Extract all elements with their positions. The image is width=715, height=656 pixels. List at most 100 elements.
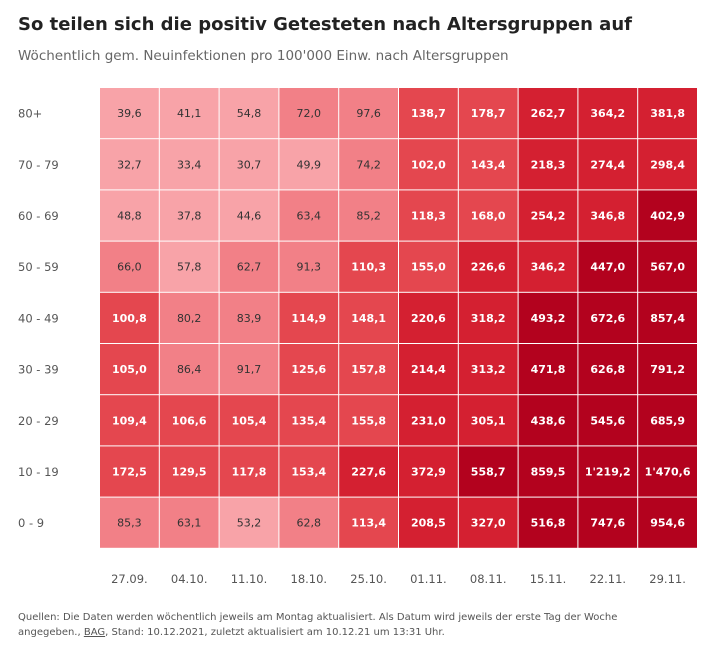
cell-value-label: 685,9 xyxy=(650,414,685,427)
heatmap-cell xyxy=(638,139,697,190)
heatmap-cell xyxy=(638,497,697,548)
cell-value-label: 91,7 xyxy=(237,363,262,376)
heatmap-cell xyxy=(100,88,159,139)
cell-value-label: 105,4 xyxy=(232,414,267,427)
heatmap-cell xyxy=(100,190,159,241)
cell-value-label: 545,6 xyxy=(590,414,625,427)
heatmap-cell xyxy=(518,446,578,497)
cell-value-label: 172,5 xyxy=(112,466,147,479)
heatmap-cell xyxy=(100,344,159,395)
cell-value-label: 62,7 xyxy=(237,261,262,274)
heatmap-cell xyxy=(399,241,458,292)
cell-value-label: 626,8 xyxy=(590,363,625,376)
cell-value-label: 227,6 xyxy=(351,466,386,479)
cell-value-label: 110,3 xyxy=(351,261,386,274)
cell-value-label: 138,7 xyxy=(411,107,446,120)
cell-value-label: 168,0 xyxy=(471,210,506,223)
heatmap-cell xyxy=(518,88,578,139)
heatmap-cell xyxy=(578,241,638,292)
heatmap-cell xyxy=(638,395,697,446)
cell-value-label: 85,2 xyxy=(356,210,381,223)
cell-value-label: 48,8 xyxy=(117,210,142,223)
cell-value-label: 117,8 xyxy=(232,466,267,479)
heatmap-cell xyxy=(399,497,458,548)
cell-value-label: 471,8 xyxy=(531,363,566,376)
footer-line-2-prefix: angegeben., xyxy=(18,627,84,638)
heatmap-cell xyxy=(638,88,697,139)
heatmap-chart: 80+ 70 - 79 60 - 69 50 - 59 40 - 49 30 - 39 20… xyxy=(18,88,697,586)
cell-value-label: 143,4 xyxy=(471,158,506,171)
heatmap-cell xyxy=(100,241,159,292)
cell-value-label: 364,2 xyxy=(590,107,625,120)
cell-value-label: 83,9 xyxy=(237,312,262,325)
cell-value-label: 791,2 xyxy=(650,363,685,376)
heatmap-cell xyxy=(458,497,518,548)
heatmap-cell xyxy=(458,241,518,292)
heatmap-cell xyxy=(279,344,339,395)
cell-value-label: 346,2 xyxy=(531,261,566,274)
heatmap-cell xyxy=(339,395,398,446)
cell-value-label: 155,8 xyxy=(351,414,386,427)
heatmap-cell xyxy=(578,497,638,548)
heatmap-cell xyxy=(100,395,159,446)
cell-value-label: 30,7 xyxy=(237,158,262,171)
row-label-70-79: 70 - 79 xyxy=(18,158,59,172)
heatmap-cell xyxy=(638,344,697,395)
cell-value-label: 178,7 xyxy=(471,107,506,120)
heatmap-cell xyxy=(219,190,279,241)
row-label-60-69: 60 - 69 xyxy=(18,209,59,223)
column-label-11-10: 11.10. xyxy=(231,572,268,586)
heatmap-cell xyxy=(159,88,219,139)
heatmap-cell xyxy=(279,292,339,343)
heatmap-cell xyxy=(159,292,219,343)
cell-value-label: 372,9 xyxy=(411,466,446,479)
source-link[interactable]: BAG xyxy=(83,627,106,638)
heatmap-cell xyxy=(518,497,578,548)
cell-value-label: 80,2 xyxy=(177,312,202,325)
cell-value-label: 305,1 xyxy=(471,414,506,427)
cell-value-label: 318,2 xyxy=(471,312,506,325)
heatmap-cell xyxy=(399,190,458,241)
column-label-18-10: 18.10. xyxy=(291,572,328,586)
heatmap-cell xyxy=(100,292,159,343)
cell-value-label: 32,7 xyxy=(117,158,142,171)
cell-value-label: 262,7 xyxy=(531,107,566,120)
cell-value-label: 39,6 xyxy=(117,107,142,120)
heatmap-cell xyxy=(399,88,458,139)
heatmap-cell xyxy=(279,139,339,190)
heatmap-cell xyxy=(399,139,458,190)
heatmap-cell xyxy=(219,139,279,190)
cell-value-label: 231,0 xyxy=(411,414,446,427)
cell-value-label: 129,5 xyxy=(172,466,207,479)
cell-value-label: 298,4 xyxy=(650,158,685,171)
heatmap-cell xyxy=(518,139,578,190)
heatmap-cell xyxy=(578,446,638,497)
cell-value-label: 346,8 xyxy=(590,210,625,223)
heatmap-cell xyxy=(578,395,638,446)
row-label-40-49: 40 - 49 xyxy=(18,311,59,325)
heatmap-cell xyxy=(399,344,458,395)
cell-value-label: 125,6 xyxy=(291,363,326,376)
cell-value-label: 859,5 xyxy=(531,466,566,479)
cell-value-label: 41,1 xyxy=(177,107,202,120)
row-label-50-59: 50 - 59 xyxy=(18,260,59,274)
cell-value-label: 381,8 xyxy=(650,107,685,120)
heatmap-cell xyxy=(638,190,697,241)
cell-value-label: 91,3 xyxy=(297,261,322,274)
heatmap-cell xyxy=(279,88,339,139)
heatmap-cell xyxy=(578,139,638,190)
heatmap-cell xyxy=(458,139,518,190)
heatmap-cell xyxy=(339,446,398,497)
heatmap-cell xyxy=(458,446,518,497)
heatmap-cell xyxy=(458,292,518,343)
footer-line-2-suffix: , Stand: 10.12.2021, zuletzt aktualisier… xyxy=(105,627,445,638)
cell-value-label: 438,6 xyxy=(531,414,566,427)
cell-value-label: 54,8 xyxy=(237,107,262,120)
cell-value-label: 148,1 xyxy=(351,312,386,325)
heatmap-cell xyxy=(219,395,279,446)
heatmap-cell xyxy=(100,139,159,190)
cell-value-label: 254,2 xyxy=(531,210,566,223)
cell-value-label: 218,3 xyxy=(531,158,566,171)
cell-value-label: 558,7 xyxy=(471,466,506,479)
heatmap-cell xyxy=(578,344,638,395)
